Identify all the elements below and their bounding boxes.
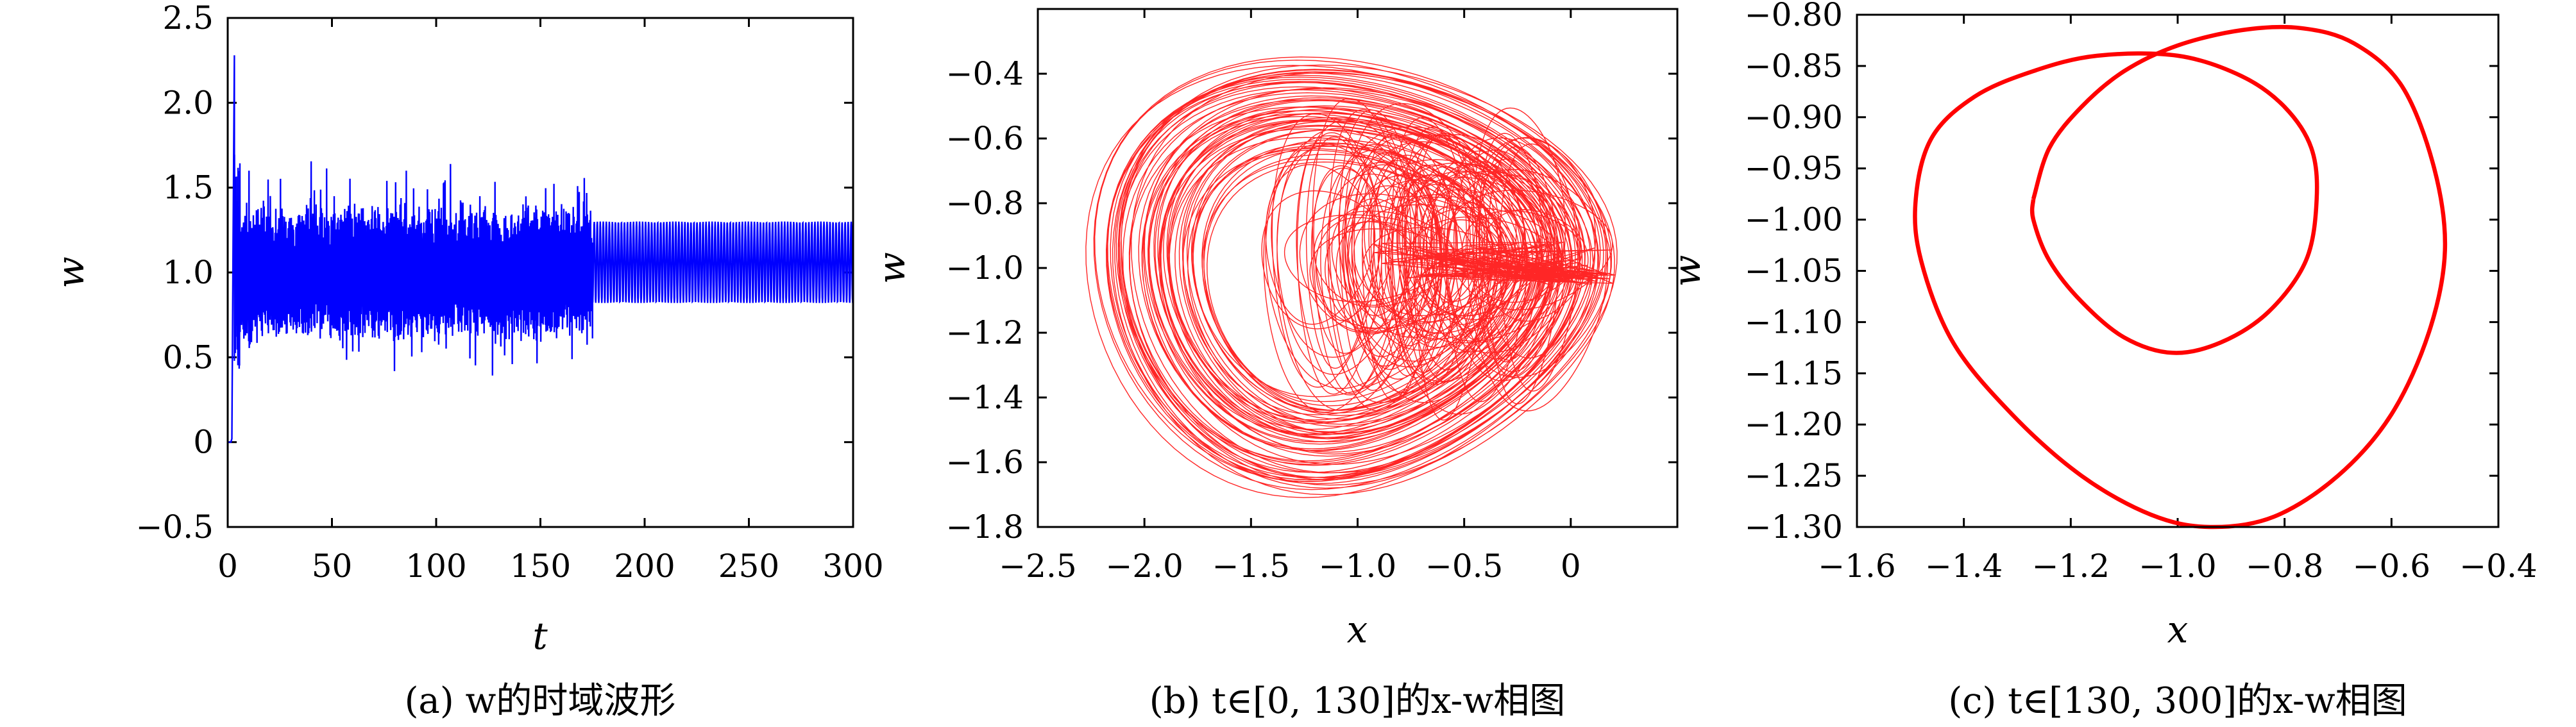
panel-caption: (c) t∈[130, 300]的x-w相图 (1948, 680, 2407, 722)
panel-caption: (a) w的时域波形 (405, 680, 676, 722)
x-tick-label: −1.5 (1212, 547, 1290, 585)
x-axis-label: t (532, 614, 548, 658)
series-limit-cycle (1913, 24, 2448, 530)
y-tick-label: 2.5 (162, 0, 214, 37)
panel-caption: (b) t∈[0, 130]的x-w相图 (1149, 680, 1566, 722)
x-axis-label: x (1347, 608, 1368, 651)
series-w-line (228, 55, 854, 443)
plot-frame (1856, 13, 2500, 528)
y-tick-label: −0.5 (136, 508, 214, 546)
panel-a-time-waveform: 0 50 100 150 200 250 300−0.500.51.01.52.02.5tw… (49, 0, 884, 722)
y-tick-label: 2.0 (162, 84, 214, 121)
x-tick-label: 0 (217, 547, 238, 585)
x-tick-label: 300 (822, 547, 883, 585)
x-tick-label: −0.5 (1425, 547, 1503, 585)
y-tick-label: −1.8 (946, 508, 1024, 546)
panel-b-phase-portrait-chaotic: −2.5 −2.0 −1.5 −1.0 −0.5 0 −1.8 −1.6 −1.4 −1.2 −1.… (870, 8, 1679, 722)
y-tick-label: −1.0 (946, 249, 1024, 287)
y-tick-label: −0.6 (946, 120, 1024, 157)
x-tick-label: 150 (510, 547, 571, 585)
y-tick-label: −1.25 (1745, 457, 1843, 494)
x-tick-label: −0.6 (2353, 547, 2430, 585)
y-axis-label: w (49, 256, 92, 288)
x-tick-label: 200 (614, 547, 675, 585)
y-tick-label: −1.30 (1745, 508, 1843, 546)
y-tick-label: −0.85 (1745, 47, 1843, 85)
y-tick-label: −1.10 (1745, 303, 1843, 340)
y-tick-label: 1.5 (162, 169, 214, 206)
y-tick-label: −1.15 (1745, 355, 1843, 392)
x-tick-label: 250 (718, 547, 779, 585)
y-tick-label: −1.4 (946, 379, 1024, 416)
x-tick-label: −1.4 (1925, 547, 2003, 585)
y-tick-label: −0.8 (946, 185, 1024, 222)
panel-c-phase-portrait-periodic: −1.6 −1.4 −1.2 −1.0 −0.8 −0.6 −0.4 −1.30 −1.25 −1… (1665, 0, 2538, 722)
y-tick-label: −0.95 (1745, 150, 1843, 187)
y-tick-label: 0 (193, 424, 214, 461)
x-tick-label: −2.5 (999, 547, 1076, 585)
y-tick-label: −0.80 (1745, 0, 1843, 33)
y-tick-label: 0.5 (162, 338, 214, 376)
y-axis-label: w (1665, 255, 1709, 287)
plot-frame (226, 17, 854, 528)
y-tick-label: −1.00 (1745, 201, 1843, 238)
y-tick-label: 1.0 (162, 254, 214, 291)
x-tick-label: −1.0 (2139, 547, 2216, 585)
x-tick-label: −2.0 (1105, 547, 1183, 585)
y-tick-label: −1.6 (946, 444, 1024, 481)
x-tick-label: −1.2 (2032, 547, 2110, 585)
x-tick-label: 100 (405, 547, 466, 585)
series-phase-trajectory (1085, 56, 1618, 498)
y-tick-label: −1.2 (946, 314, 1024, 351)
x-axis-label: x (2167, 608, 2189, 651)
plot-frame (1037, 8, 1679, 528)
x-tick-label: 0 (1561, 547, 1581, 585)
y-tick-label: −0.4 (946, 55, 1024, 92)
y-tick-label: −1.05 (1745, 253, 1843, 290)
x-tick-label: −1.0 (1319, 547, 1396, 585)
y-tick-label: −1.20 (1745, 406, 1843, 443)
x-tick-label: −0.8 (2246, 547, 2323, 585)
x-tick-label: 50 (312, 547, 353, 585)
x-tick-label: −1.6 (1818, 547, 1895, 585)
y-axis-label: w (870, 252, 913, 284)
x-tick-label: −0.4 (2459, 547, 2537, 585)
y-tick-label: −0.90 (1745, 99, 1843, 136)
